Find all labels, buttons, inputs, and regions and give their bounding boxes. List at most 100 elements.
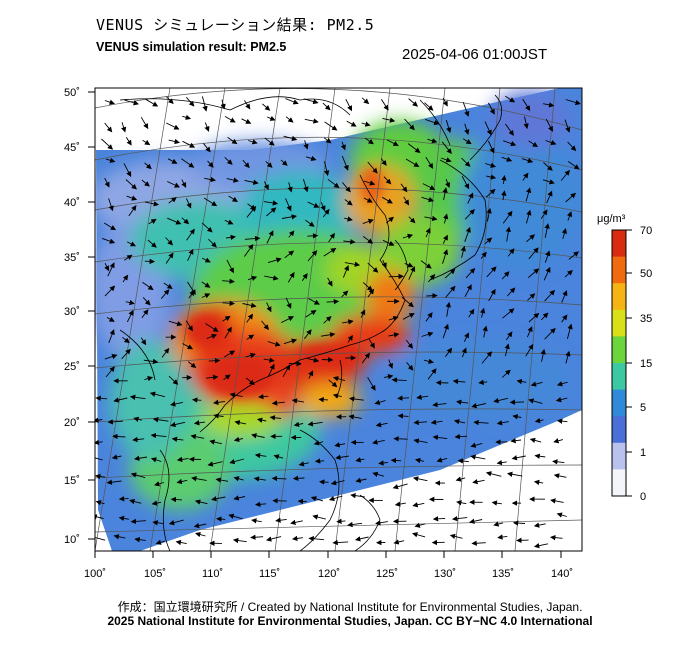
wind-arrow	[382, 239, 395, 246]
wind-arrow	[322, 208, 330, 218]
wind-arrow	[484, 237, 493, 245]
wind-arrow	[565, 350, 571, 364]
wind-arrow	[104, 99, 115, 105]
wind-arrow	[123, 163, 132, 177]
wind-arrow	[540, 312, 549, 321]
wind-arrow	[233, 476, 244, 482]
wind-arrow	[181, 158, 195, 168]
wind-arrow	[125, 179, 137, 190]
wind-arrow	[224, 326, 232, 339]
wind-arrow	[355, 457, 365, 463]
wind-arrow	[222, 315, 231, 322]
wind-arrow	[486, 266, 497, 278]
wind-arrow	[355, 477, 367, 483]
wind-arrow	[321, 357, 334, 363]
wind-arrow	[452, 378, 466, 385]
wind-arrow	[503, 140, 517, 147]
wind-arrow	[445, 347, 453, 357]
map-title-japanese: VENUS シミュレーション結果: PM2.5	[96, 16, 375, 34]
wind-arrow	[152, 416, 169, 423]
wind-arrow	[501, 175, 507, 185]
wind-arrow	[393, 436, 408, 442]
wind-arrow	[509, 399, 525, 405]
wind-arrow	[413, 419, 428, 426]
wind-arrow	[462, 101, 470, 117]
wind-arrow	[444, 268, 456, 279]
wind-arrow	[367, 377, 376, 391]
colorbar-label: 5	[640, 402, 646, 414]
wind-arrow	[511, 455, 526, 461]
wind-arrow	[113, 397, 128, 403]
wind-arrow	[525, 343, 534, 357]
wind-arrow	[95, 395, 108, 401]
wind-arrow	[561, 314, 568, 323]
lat-label: 30˚	[64, 306, 80, 318]
wind-arrow	[384, 374, 394, 380]
wind-arrow	[168, 320, 183, 327]
wind-arrow	[216, 516, 226, 522]
wind-arrow	[150, 457, 162, 463]
wind-arrow	[533, 479, 544, 486]
wind-arrow	[222, 278, 235, 285]
wind-arrow	[534, 417, 544, 424]
colorbar-cell	[612, 309, 626, 337]
wind-arrow	[186, 97, 195, 107]
wind-arrow	[307, 201, 320, 208]
wind-arrow	[167, 217, 182, 225]
wind-arrow	[304, 329, 312, 340]
wind-arrow	[540, 209, 548, 220]
wind-arrow	[505, 226, 512, 242]
wind-arrow	[504, 343, 510, 357]
wind-arrow	[461, 347, 467, 358]
map-field	[95, 88, 582, 551]
wind-arrow	[95, 439, 103, 445]
wind-arrow	[225, 234, 236, 241]
wind-arrow	[378, 460, 389, 466]
wind-arrow	[425, 118, 440, 126]
lat-ticks	[88, 91, 95, 540]
wind-arrow	[262, 103, 271, 111]
wind-arrow	[143, 358, 159, 365]
wind-arrow	[468, 308, 475, 318]
wind-arrow	[382, 117, 396, 123]
wind-arrow	[266, 302, 272, 313]
wind-arrow	[442, 249, 449, 264]
colorbar-cell	[612, 336, 626, 364]
wind-arrow	[453, 419, 466, 425]
wind-arrow	[485, 188, 496, 198]
wind-arrow	[285, 297, 292, 309]
wind-arrow	[464, 226, 471, 242]
wind-arrow	[101, 138, 114, 150]
wind-arrow	[392, 483, 408, 490]
wind-arrow	[381, 196, 393, 204]
wind-arrow	[445, 179, 451, 189]
wind-arrow	[168, 197, 177, 204]
wind-arrow	[355, 536, 369, 542]
wind-arrow	[344, 261, 361, 267]
wind-arrow	[533, 522, 546, 528]
wind-arrow	[272, 498, 287, 504]
wind-arrow	[414, 522, 426, 528]
wind-arrow	[505, 123, 514, 136]
credit-line: 作成：国立環境研究所 / Created by National Institu…	[117, 600, 583, 614]
wind-arrow	[567, 141, 577, 152]
wind-arrow	[486, 174, 497, 180]
wind-arrow	[350, 492, 365, 499]
wind-arrow	[130, 518, 146, 525]
wind-arrow	[126, 241, 137, 247]
wind-arrow	[336, 518, 346, 524]
wind-arrow	[150, 432, 167, 439]
wind-arrow	[528, 268, 540, 278]
wind-arrow	[323, 137, 332, 144]
wind-arrow	[310, 496, 324, 502]
wind-arrow	[213, 413, 224, 419]
wind-arrow	[185, 198, 192, 209]
forecast-timestamp: 2025-04-06 01:00JST	[402, 46, 548, 63]
wind-arrow	[108, 329, 115, 343]
wind-arrow	[246, 313, 254, 323]
wind-arrow	[502, 308, 515, 319]
wind-arrow	[403, 196, 410, 206]
wind-arrow	[553, 438, 564, 444]
wind-arrow	[149, 391, 165, 398]
wind-arrow	[427, 368, 437, 380]
